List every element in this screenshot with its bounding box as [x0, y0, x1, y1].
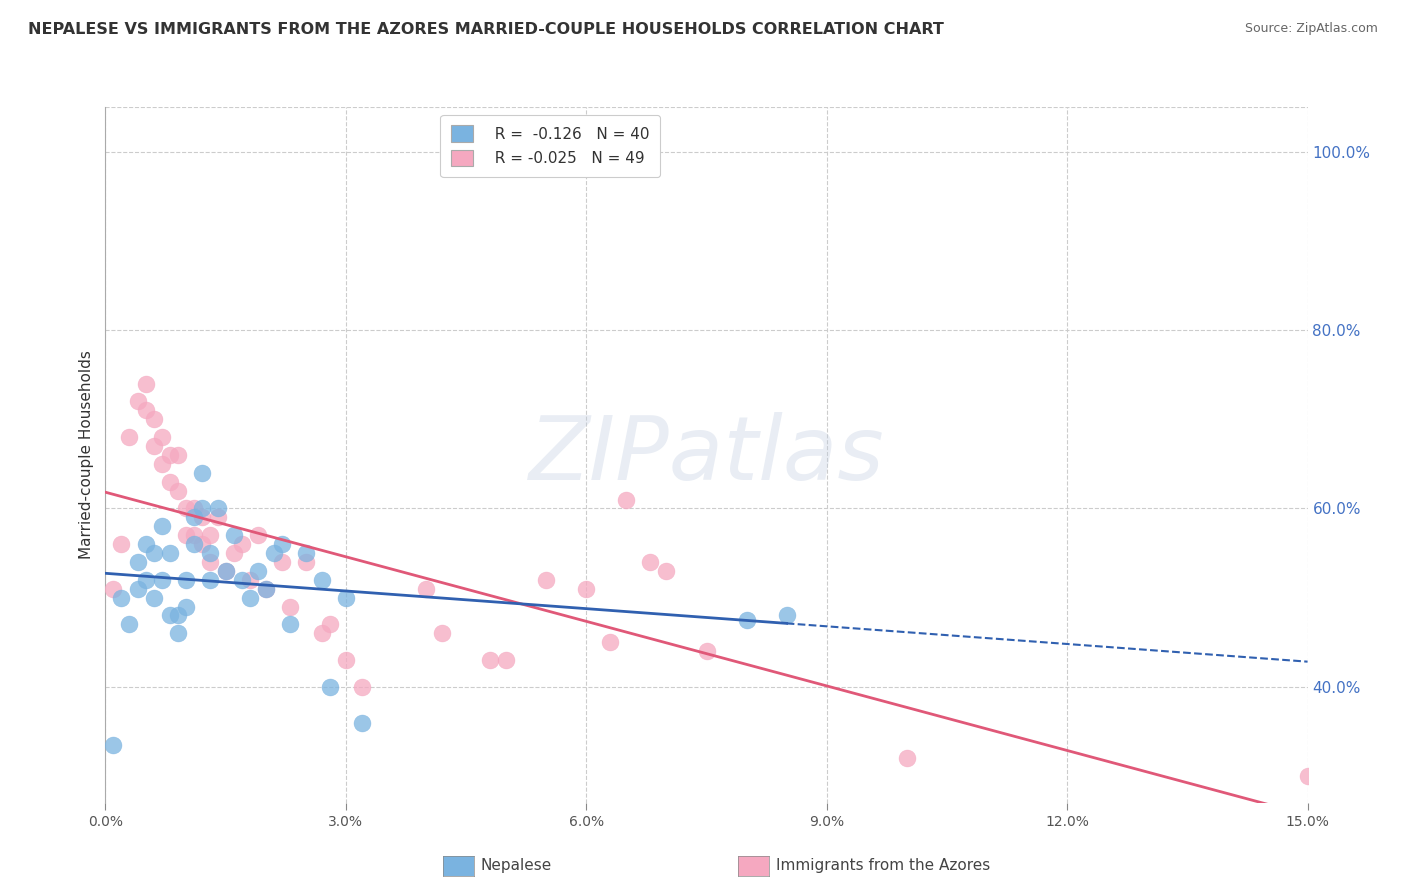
Y-axis label: Married-couple Households: Married-couple Households [79, 351, 94, 559]
Point [127, 394, 149, 409]
Point [270, 555, 292, 569]
Text: Immigrants from the Azores: Immigrants from the Azores [776, 858, 990, 872]
Point [183, 528, 205, 542]
Point [142, 546, 165, 560]
Point [599, 635, 621, 649]
Point [166, 483, 188, 498]
Point [198, 573, 221, 587]
Legend:   R =  -0.126   N = 40,   R = -0.025   N = 49: R = -0.126 N = 40, R = -0.025 N = 49 [440, 115, 659, 177]
Point [127, 582, 149, 596]
Point [575, 582, 598, 596]
Text: Nepalese: Nepalese [481, 858, 553, 872]
Point [278, 599, 301, 614]
Point [198, 546, 221, 560]
Point [190, 466, 212, 480]
Point [159, 608, 181, 623]
Point [534, 573, 557, 587]
Point [222, 528, 245, 542]
Point [295, 555, 318, 569]
Point [150, 457, 173, 471]
Point [135, 537, 157, 551]
Point [166, 608, 188, 623]
Point [110, 537, 132, 551]
Point [150, 430, 173, 444]
Point [142, 591, 165, 605]
Point [190, 510, 212, 524]
Point [311, 626, 333, 640]
Point [231, 537, 253, 551]
Point [278, 617, 301, 632]
Point [495, 653, 517, 667]
Point [415, 582, 437, 596]
Point [174, 528, 197, 542]
Point [350, 715, 373, 730]
Text: Source: ZipAtlas.com: Source: ZipAtlas.com [1244, 22, 1378, 36]
Point [174, 573, 197, 587]
Point [166, 626, 188, 640]
Point [214, 564, 236, 578]
Point [135, 376, 157, 391]
Point [183, 501, 205, 516]
Point [127, 555, 149, 569]
Point [118, 430, 141, 444]
Point [103, 582, 125, 596]
Point [239, 573, 262, 587]
Point [319, 680, 342, 694]
Point [142, 412, 165, 426]
Point [142, 439, 165, 453]
Point [479, 653, 502, 667]
Point [350, 680, 373, 694]
Point [335, 591, 357, 605]
Point [246, 528, 269, 542]
Point [166, 448, 188, 462]
Point [150, 519, 173, 533]
Point [183, 537, 205, 551]
Point [103, 738, 125, 752]
Point [110, 591, 132, 605]
Point [183, 510, 205, 524]
Point [135, 573, 157, 587]
Point [430, 626, 453, 640]
Point [207, 510, 229, 524]
Point [190, 537, 212, 551]
Point [295, 546, 318, 560]
Point [263, 546, 285, 560]
Point [254, 582, 277, 596]
Point [270, 537, 292, 551]
Point [335, 653, 357, 667]
Point [150, 573, 173, 587]
Point [190, 501, 212, 516]
Point [159, 475, 181, 489]
Text: NEPALESE VS IMMIGRANTS FROM THE AZORES MARRIED-COUPLE HOUSEHOLDS CORRELATION CHA: NEPALESE VS IMMIGRANTS FROM THE AZORES M… [28, 22, 943, 37]
Point [231, 573, 253, 587]
Point [311, 573, 333, 587]
Point [222, 546, 245, 560]
Point [640, 555, 662, 569]
Point [246, 564, 269, 578]
Point [776, 608, 799, 623]
Point [254, 582, 277, 596]
Point [735, 613, 758, 627]
Point [159, 448, 181, 462]
Point [159, 546, 181, 560]
Point [616, 492, 638, 507]
Point [214, 564, 236, 578]
Point [135, 403, 157, 417]
Point [1296, 769, 1319, 783]
Text: ZIPatlas: ZIPatlas [529, 412, 884, 498]
Point [198, 555, 221, 569]
Point [198, 528, 221, 542]
Point [174, 501, 197, 516]
Point [118, 617, 141, 632]
Point [696, 644, 718, 658]
Point [207, 501, 229, 516]
Point [319, 617, 342, 632]
Point [896, 751, 918, 765]
Point [239, 591, 262, 605]
Point [174, 599, 197, 614]
Point [655, 564, 678, 578]
